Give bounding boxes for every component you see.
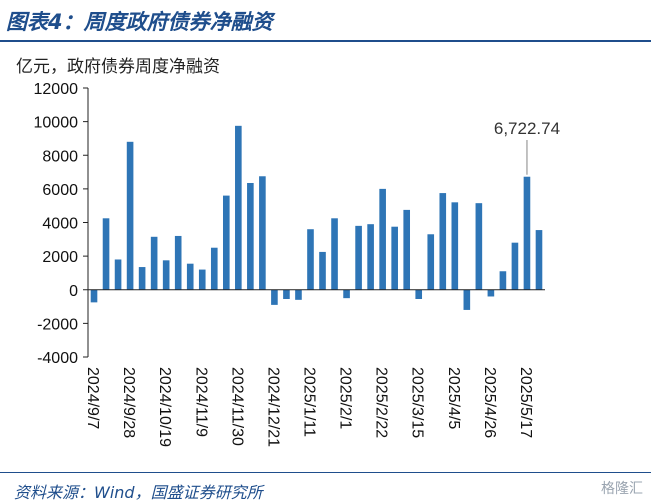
y-tick-label: 12000 [34, 81, 79, 98]
bar [138, 267, 146, 290]
unit-label: 亿元，政府债券周度净融资 [16, 57, 220, 77]
x-tick-label: 2025/5/17 [517, 367, 534, 438]
net-financing-bar-chart: -4000 -2000 0 2000 4000 6000 8000 10000 12000 20… [34, 81, 561, 447]
y-tick-label: -4000 [37, 350, 78, 367]
x-tick-label: 2024/11/9 [192, 367, 209, 437]
bar [90, 289, 98, 303]
bar [271, 289, 278, 305]
bar [439, 193, 447, 290]
bar [102, 218, 110, 290]
y-tick-label: -2000 [37, 316, 78, 333]
bar [475, 203, 483, 290]
bar [415, 289, 423, 299]
bar [174, 235, 182, 290]
annotation-label: 6,722.74 [494, 119, 560, 138]
x-tick-label: 2024/9/28 [120, 367, 137, 438]
bar [126, 141, 134, 290]
bar [295, 289, 302, 300]
bar [403, 209, 411, 290]
y-axis: -4000 -2000 0 2000 4000 6000 8000 10000 12000 [34, 81, 89, 367]
title-divider [0, 40, 651, 42]
x-tick-label: 2025/4/26 [481, 367, 498, 438]
bar [162, 260, 170, 290]
x-tick-label: 2024/11/30 [228, 367, 245, 446]
bar [511, 242, 519, 290]
source-divider [0, 472, 651, 473]
bar [198, 269, 206, 290]
bar [427, 234, 435, 290]
bar [391, 226, 398, 290]
x-axis: 2024/9/7 2024/9/28 2024/10/19 2024/11/9 2024… [84, 289, 545, 447]
x-tick-label: 2025/1/11 [300, 367, 317, 437]
bar [247, 182, 254, 290]
bar [535, 230, 543, 290]
source-note: 资料来源：Wind，国盛证券研究所 [14, 483, 263, 502]
bar [499, 271, 507, 290]
bar [186, 263, 194, 290]
bar [319, 251, 326, 290]
bar [235, 125, 242, 290]
bar [451, 202, 459, 290]
x-tick-label: 2024/9/7 [84, 367, 101, 429]
x-tick-label: 2025/3/15 [409, 367, 426, 438]
bar [283, 289, 290, 299]
bar [222, 195, 230, 290]
bar [463, 289, 471, 310]
bar [259, 176, 266, 290]
x-tick-label: 2024/10/19 [156, 367, 173, 447]
bar [343, 289, 350, 299]
bar [487, 289, 495, 297]
y-tick-label: 4000 [42, 216, 78, 233]
y-tick-label: 10000 [34, 115, 79, 132]
annotation: 6,722.74 [494, 119, 560, 175]
y-tick-label: 2000 [42, 249, 78, 266]
bar [523, 176, 531, 290]
bar [210, 247, 218, 290]
x-tick-label: 2025/4/5 [445, 367, 462, 429]
bar [307, 229, 314, 290]
bar [379, 188, 386, 290]
bar [150, 236, 158, 290]
bar [331, 218, 338, 290]
figure-title: 图表4：周度政府债券净融资 [6, 10, 273, 34]
bar [367, 224, 374, 290]
x-tick-label: 2024/12/21 [264, 367, 281, 447]
bar [355, 225, 362, 290]
y-tick-label: 0 [69, 283, 78, 300]
watermark-logo: 格隆汇 [601, 481, 643, 497]
y-tick-label: 6000 [42, 182, 78, 199]
x-tick-label: 2025/2/22 [373, 367, 390, 438]
bar [114, 259, 122, 290]
y-tick-label: 8000 [42, 148, 78, 165]
x-tick-label: 2025/2/1 [337, 367, 354, 429]
bars [90, 125, 543, 310]
